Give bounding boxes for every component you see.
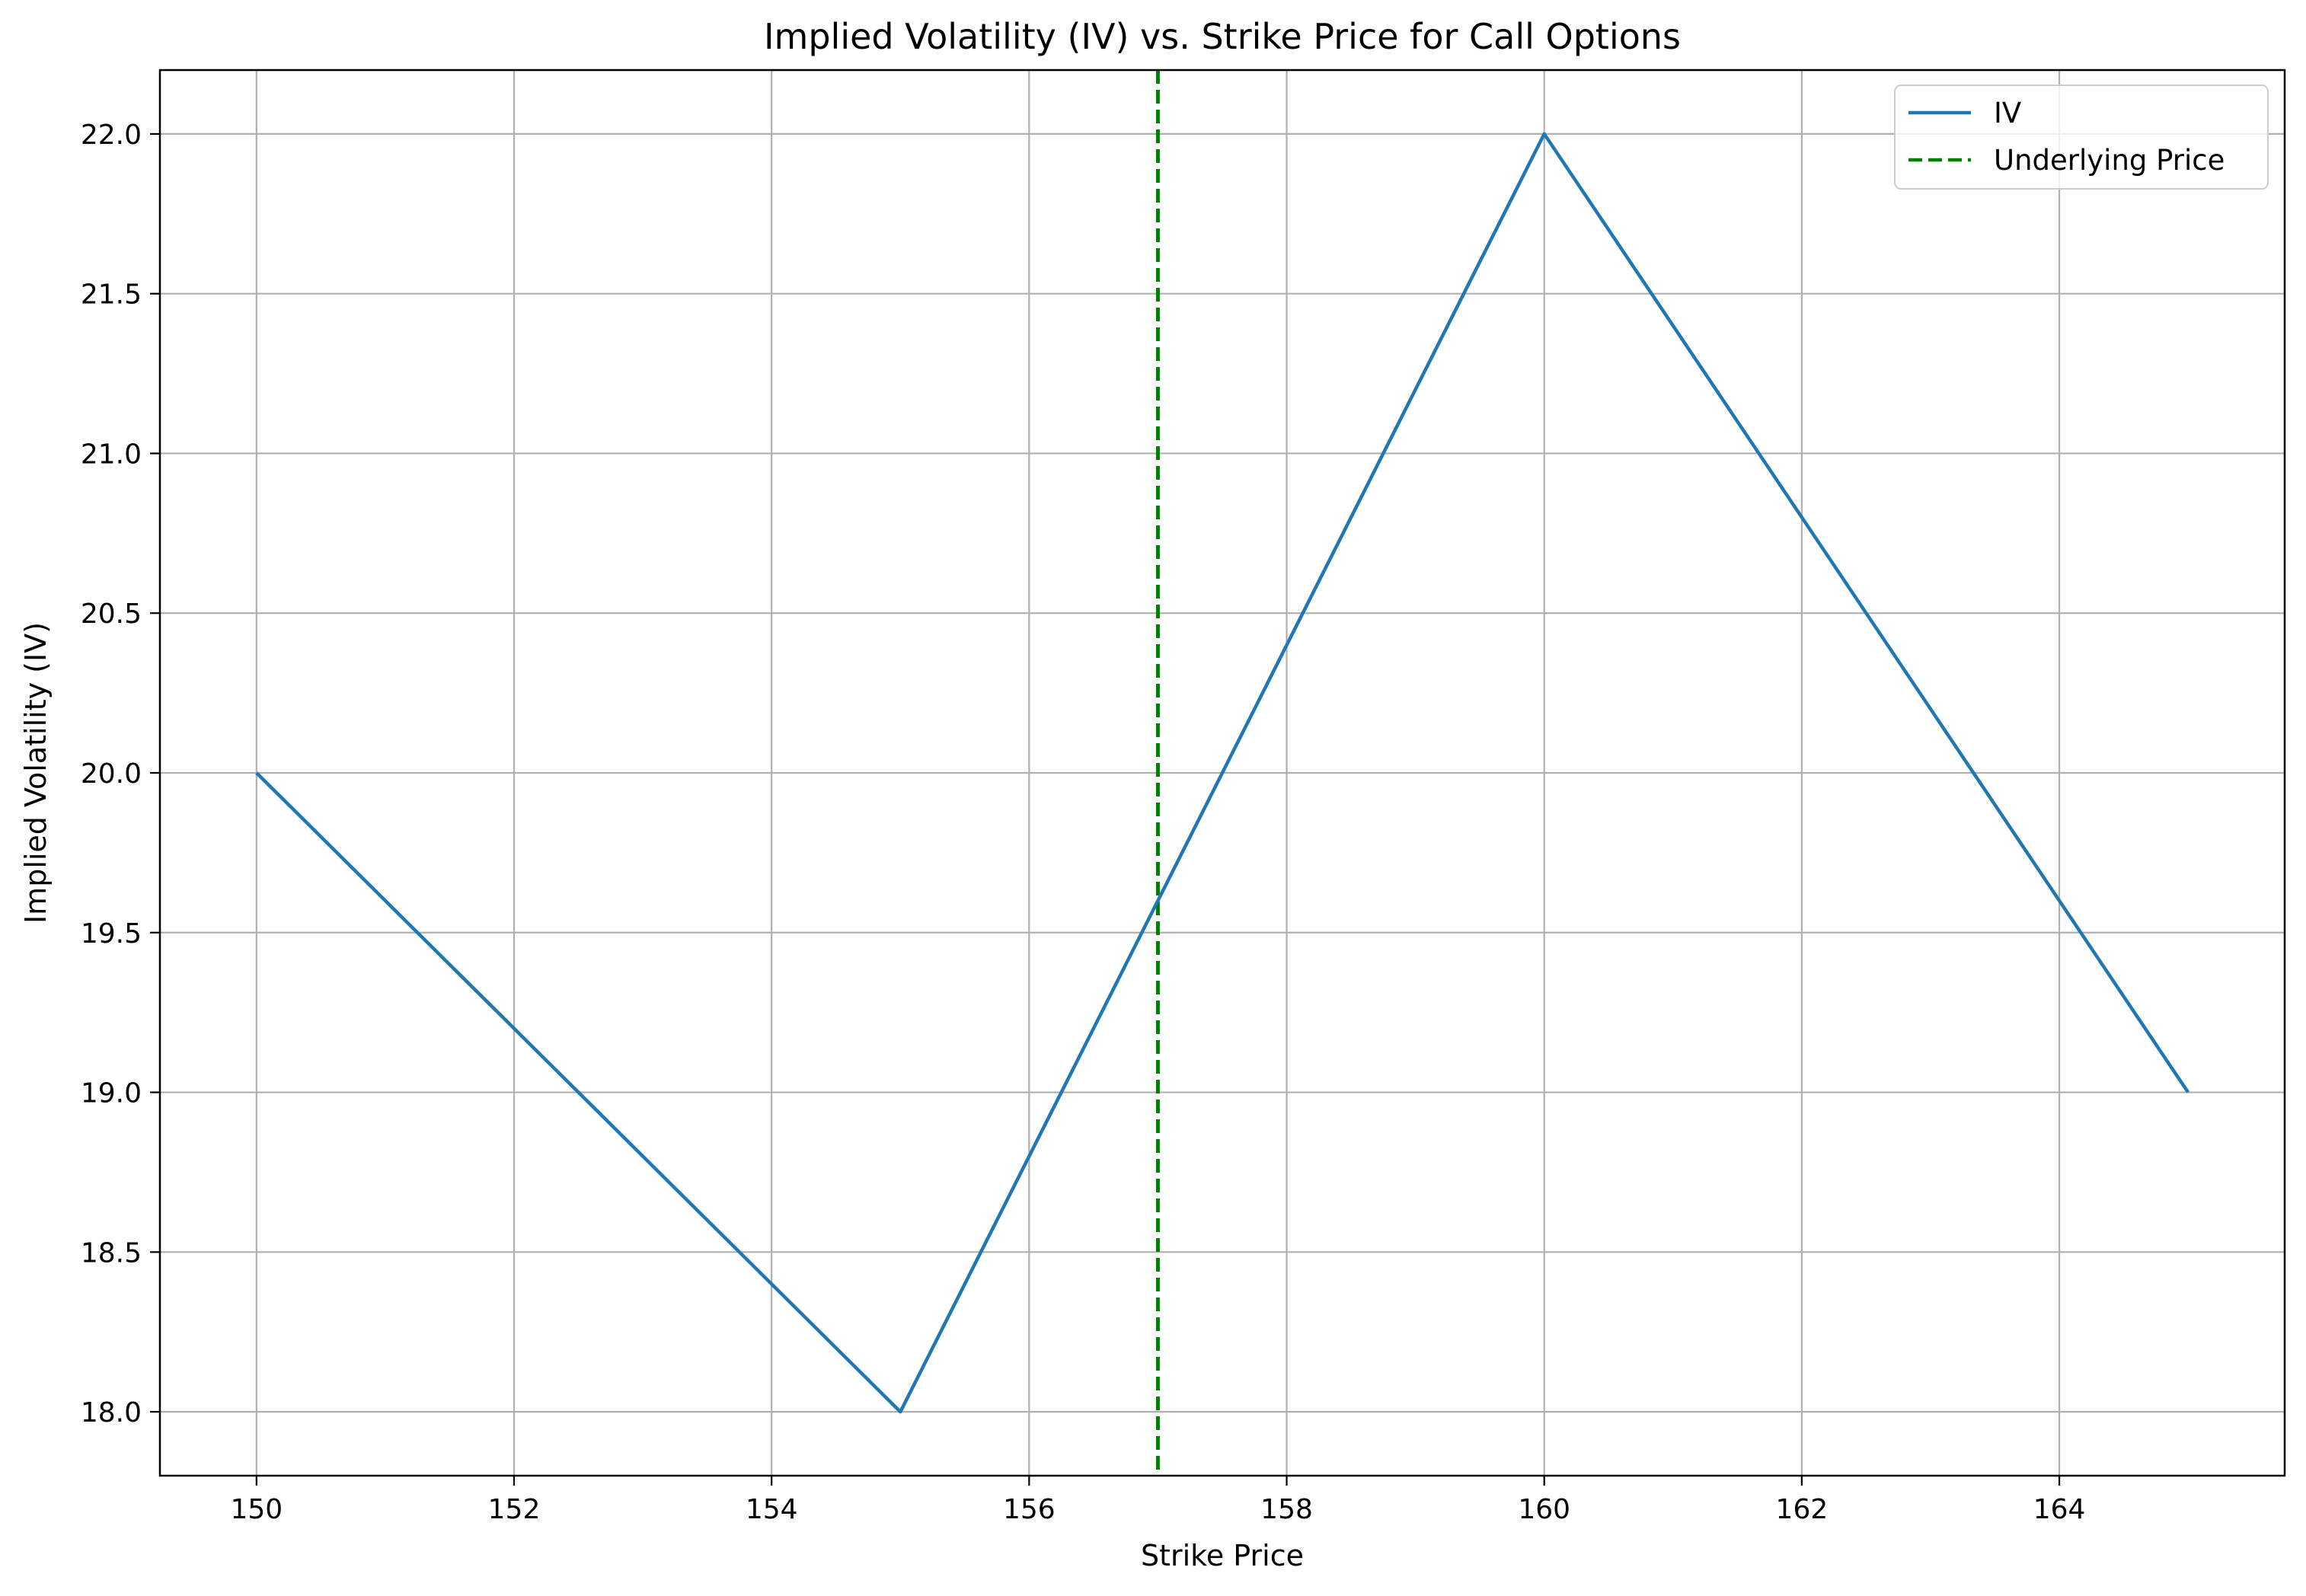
y-axis-ticks: 18.0 18.5 19.0 19.5 20.0 20.5 21.0 21.5 22.0 (81, 120, 160, 1428)
y-tick-label: 20.5 (81, 598, 142, 630)
x-tick-label: 162 (1776, 1494, 1829, 1525)
series-group (255, 132, 2190, 1414)
y-tick-label: 21.0 (81, 439, 142, 470)
x-tick-label: 158 (1260, 1494, 1313, 1525)
x-tick-label: 152 (488, 1494, 541, 1525)
chart-title: Implied Volatility (IV) vs. Strike Price… (764, 16, 1681, 57)
legend: IV Underlying Price (1894, 85, 2269, 190)
x-tick-label: 164 (2033, 1494, 2086, 1525)
x-tick-label: 154 (746, 1494, 798, 1525)
x-tick-label: 160 (1518, 1494, 1570, 1525)
x-tick-label: 156 (1003, 1494, 1056, 1525)
series-line-iv (255, 132, 2190, 1414)
y-tick-label: 18.5 (81, 1237, 142, 1269)
y-tick-label: 20.0 (81, 758, 142, 790)
x-axis-ticks: 150 152 154 156 158 160 162 164 (230, 1476, 2085, 1525)
y-tick-label: 21.5 (81, 279, 142, 311)
legend-label: Underlying Price (1994, 144, 2225, 177)
y-tick-label: 18.0 (81, 1397, 142, 1428)
y-tick-label: 22.0 (81, 120, 142, 151)
x-tick-label: 150 (230, 1494, 283, 1525)
y-tick-label: 19.0 (81, 1078, 142, 1109)
y-axis-label: Implied Volatility (IV) (19, 622, 53, 924)
legend-box (1894, 85, 2269, 190)
x-axis-label: Strike Price (1141, 1539, 1304, 1572)
y-tick-label: 19.5 (81, 918, 142, 950)
legend-label: IV (1994, 97, 2021, 129)
